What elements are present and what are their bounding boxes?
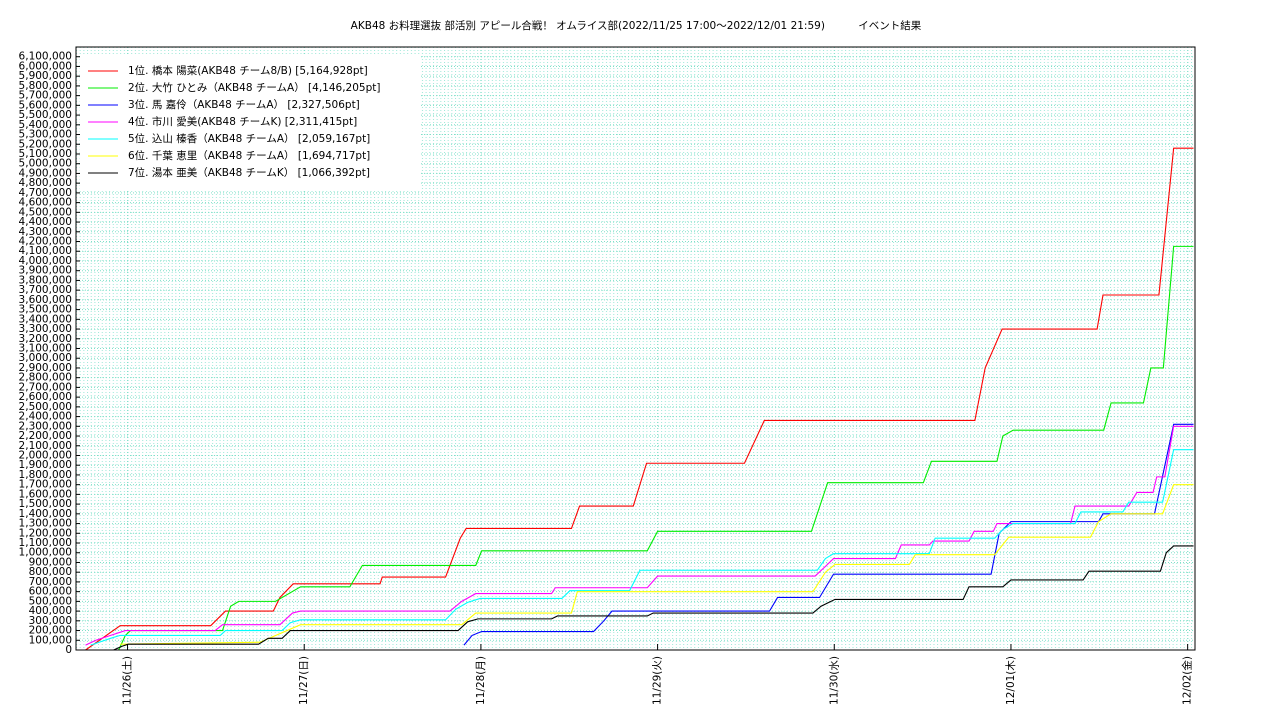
y-tick-label: 500,000 — [29, 595, 72, 607]
y-tick-label: 1,200,000 — [19, 527, 72, 539]
y-tick-label: 800,000 — [29, 566, 72, 578]
legend-label: 5位. 込山 榛香（AKB48 チームA） [2,059,167pt] — [128, 132, 370, 145]
y-tick-label: 4,900,000 — [19, 167, 72, 179]
legend-label: 1位. 橋本 陽菜(AKB48 チーム8/B) [5,164,928pt] — [128, 64, 368, 77]
y-tick-label: 3,000,000 — [19, 352, 72, 364]
x-tick-label: 11/26(土) — [121, 656, 134, 705]
y-tick-label: 4,700,000 — [19, 187, 72, 199]
y-tick-label: 2,400,000 — [19, 411, 72, 423]
y-tick-label: 1,800,000 — [19, 469, 72, 481]
y-tick-label: 100,000 — [29, 634, 72, 646]
y-tick-label: 2,900,000 — [19, 362, 72, 374]
legend: 1位. 橋本 陽菜(AKB48 チーム8/B) [5,164,928pt] 2位.… — [88, 64, 380, 179]
y-tick-label: 5,200,000 — [19, 138, 72, 150]
y-tick-label: 4,400,000 — [19, 216, 72, 228]
y-tick-label: 5,600,000 — [19, 99, 72, 111]
y-tick-label: 1,300,000 — [19, 518, 72, 530]
legend-label: 4位. 市川 愛美(AKB48 チームK) [2,311,415pt] — [128, 115, 357, 128]
y-tick-label: 0 — [65, 644, 72, 656]
y-tick-label: 700,000 — [29, 576, 72, 588]
x-tick-label: 12/01(木) — [1005, 656, 1017, 705]
y-tick-label: 1,100,000 — [19, 537, 72, 549]
y-tick-label: 5,500,000 — [19, 109, 72, 121]
y-tick-label: 1,000,000 — [19, 547, 72, 559]
y-tick-label: 600,000 — [29, 586, 72, 598]
y-tick-label: 5,100,000 — [19, 148, 72, 160]
y-tick-label: 4,000,000 — [19, 255, 72, 267]
x-tick-label: 11/27(日) — [298, 656, 310, 705]
y-tick-label: 2,300,000 — [19, 420, 72, 432]
y-tick-label: 3,900,000 — [19, 265, 72, 277]
y-tick-label: 6,100,000 — [19, 51, 72, 63]
y-tick-label: 3,700,000 — [19, 284, 72, 296]
y-tick-label: 2,700,000 — [19, 381, 72, 393]
chart-title: AKB48 お料理選抜 部活別 アピール合戦！ オムライス部(2022/11/2… — [351, 19, 922, 32]
series-line — [85, 425, 1194, 646]
y-tick-label: 3,400,000 — [19, 313, 72, 325]
y-tick-label: 2,200,000 — [19, 430, 72, 442]
y-tick-label: 3,600,000 — [19, 294, 72, 306]
y-tick-label: 5,900,000 — [19, 70, 72, 82]
y-tick-label: 1,500,000 — [19, 498, 72, 510]
y-tick-label: 3,500,000 — [19, 304, 72, 316]
y-tick-label: 1,600,000 — [19, 488, 72, 500]
series-line — [120, 484, 1194, 645]
y-tick-label: 3,800,000 — [19, 274, 72, 286]
series-line — [113, 545, 1194, 651]
y-tick-label: 400,000 — [29, 605, 72, 617]
y-tick-label: 2,000,000 — [19, 449, 72, 461]
legend-label: 7位. 湯本 亜美（AKB48 チームK） [1,066,392pt] — [128, 166, 370, 179]
y-tick-label: 1,700,000 — [19, 479, 72, 491]
axes: 0100,000200,000300,000400,000500,000600,… — [19, 51, 1194, 705]
y-tick-label: 2,500,000 — [19, 401, 72, 413]
y-tick-label: 4,800,000 — [19, 177, 72, 189]
series-line — [90, 449, 1194, 646]
y-tick-label: 5,700,000 — [19, 90, 72, 102]
lines — [85, 147, 1194, 651]
y-tick-label: 5,400,000 — [19, 119, 72, 131]
y-tick-label: 2,600,000 — [19, 391, 72, 403]
y-tick-label: 5,300,000 — [19, 129, 72, 141]
y-tick-label: 4,600,000 — [19, 197, 72, 209]
y-tick-label: 2,100,000 — [19, 440, 72, 452]
y-tick-label: 3,200,000 — [19, 333, 72, 345]
y-tick-label: 1,900,000 — [19, 459, 72, 471]
y-tick-label: 2,800,000 — [19, 372, 72, 384]
legend-box — [80, 56, 420, 190]
x-tick-label: 11/28(月) — [475, 656, 487, 705]
legend-label: 6位. 千葉 恵里（AKB48 チームA） [1,694,717pt] — [128, 149, 370, 162]
x-tick-label: 11/29(火) — [652, 656, 664, 705]
y-tick-label: 900,000 — [29, 556, 72, 568]
y-tick-label: 6,000,000 — [19, 60, 72, 72]
series-line — [118, 245, 1194, 651]
legend-label: 3位. 馬 嘉伶（AKB48 チームA） [2,327,506pt] — [128, 98, 360, 111]
y-tick-label: 5,800,000 — [19, 80, 72, 92]
y-tick-label: 300,000 — [29, 615, 72, 627]
y-tick-label: 4,200,000 — [19, 236, 72, 248]
y-tick-label: 1,400,000 — [19, 508, 72, 520]
y-tick-label: 3,300,000 — [19, 323, 72, 335]
series-line — [85, 147, 1194, 651]
x-tick-label: 11/30(水) — [828, 656, 840, 705]
y-tick-label: 3,100,000 — [19, 343, 72, 355]
y-tick-label: 4,500,000 — [19, 206, 72, 218]
legend-label: 2位. 大竹 ひとみ（AKB48 チームA） [4,146,205pt] — [128, 81, 380, 94]
x-tick-label: 12/02(金) — [1181, 656, 1194, 705]
y-tick-label: 4,300,000 — [19, 226, 72, 238]
y-tick-label: 5,000,000 — [19, 158, 72, 170]
y-tick-label: 200,000 — [29, 625, 72, 637]
y-tick-label: 4,100,000 — [19, 245, 72, 257]
